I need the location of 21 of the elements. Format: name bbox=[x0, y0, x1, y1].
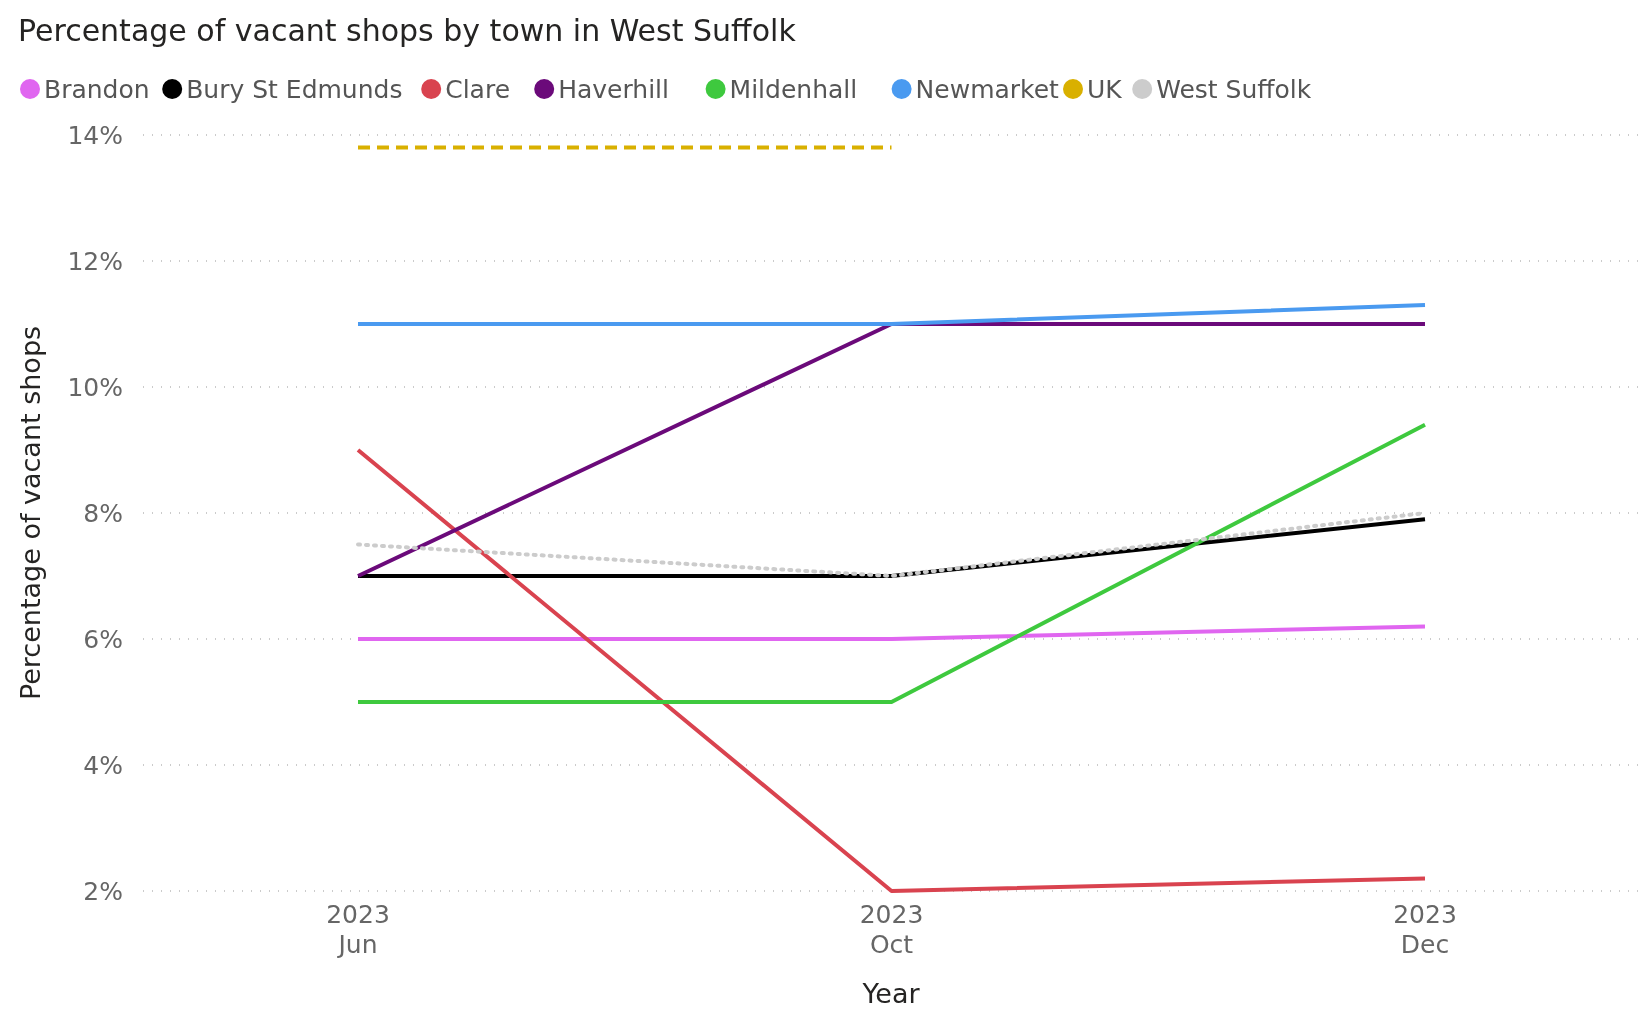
x-tick-label: 2023 Oct bbox=[859, 900, 924, 959]
legend-label: West Suffolk bbox=[1156, 75, 1312, 104]
legend-label: Clare bbox=[445, 75, 511, 104]
y-tick-label: 14% bbox=[67, 121, 123, 150]
y-tick-label: 10% bbox=[67, 373, 123, 402]
legend-label: Bury St Edmunds bbox=[186, 75, 403, 104]
y-tick-label: 6% bbox=[83, 625, 123, 654]
x-tick-label: 2023 Jun bbox=[326, 900, 390, 959]
y-tick-label: 12% bbox=[67, 247, 123, 276]
legend-label: Haverhill bbox=[558, 75, 670, 104]
legend-label: Mildenhall bbox=[729, 75, 858, 104]
chart-title: Percentage of vacant shops by town in West Suffolk bbox=[18, 13, 797, 48]
y-tick-label: 8% bbox=[83, 499, 123, 528]
y-axis-title: Percentage of vacant shops bbox=[15, 325, 46, 701]
legend-label: Newmarket bbox=[915, 75, 1060, 104]
y-tick-label: 4% bbox=[83, 751, 123, 780]
legend-label: UK bbox=[1087, 75, 1123, 104]
legend-label: Brandon bbox=[44, 75, 150, 104]
x-axis-title: Year bbox=[861, 978, 921, 1009]
x-tick-label: 2023 Dec bbox=[1393, 900, 1457, 959]
y-tick-label: 2% bbox=[83, 877, 123, 906]
